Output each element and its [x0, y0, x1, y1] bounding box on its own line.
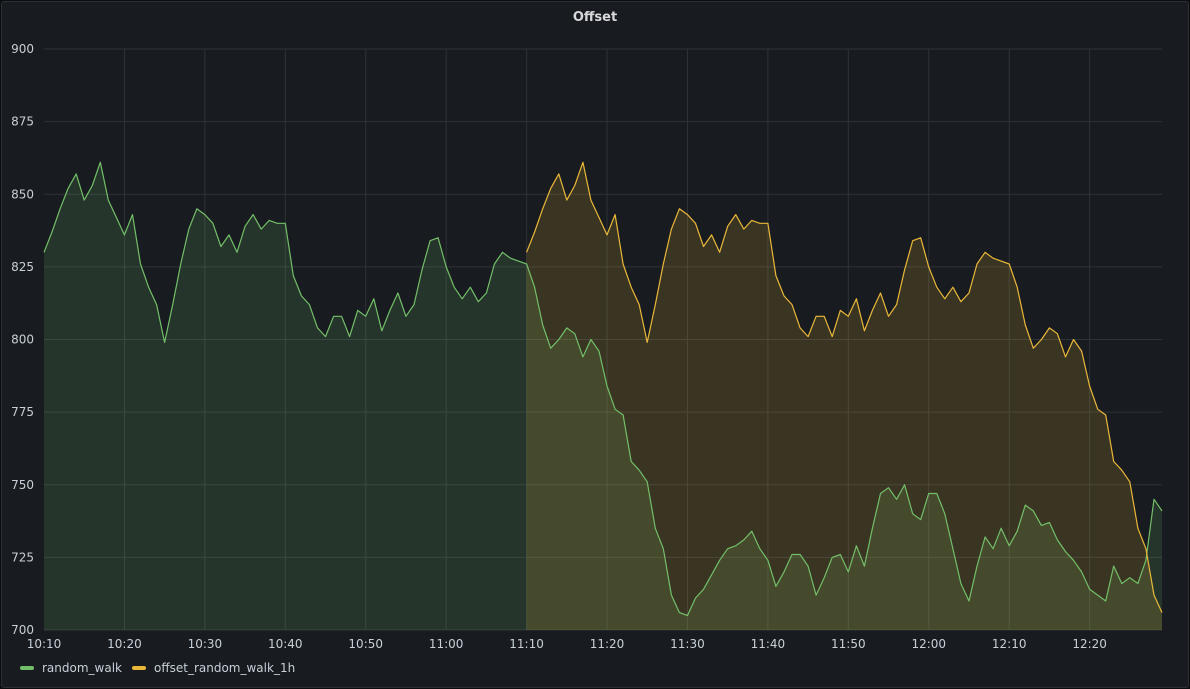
x-tick-label: 10:10: [27, 637, 62, 651]
legend-swatch-random-walk: [20, 666, 34, 670]
x-tick-label: 11:30: [670, 637, 705, 651]
y-tick-label: 775: [11, 405, 34, 419]
y-tick-label: 700: [11, 623, 34, 637]
y-tick-label: 850: [11, 187, 34, 201]
x-axis: 10:10 10:20 10:30 10:40 10:50 11:00 11:10 11:20…: [27, 637, 1107, 651]
x-tick-label: 11:10: [509, 637, 544, 651]
x-tick-label: 11:40: [751, 637, 786, 651]
y-tick-label: 900: [11, 42, 34, 56]
x-tick-label: 11:00: [429, 637, 464, 651]
x-tick-label: 12:10: [992, 637, 1027, 651]
x-tick-label: 11:50: [831, 637, 866, 651]
series-line-offset-random-walk-1h[interactable]: [526, 161, 1163, 613]
legend-label-offset-random-walk-1h: offset_random_walk_1h: [154, 661, 296, 675]
legend-item-random-walk[interactable]: random_walk: [20, 661, 122, 675]
legend-label-random-walk: random_walk: [42, 661, 122, 675]
series-area-offset-random-walk-1h: [526, 162, 1162, 631]
series-areas: [44, 162, 1162, 631]
x-tick-label: 12:00: [911, 637, 946, 651]
y-tick-label: 725: [11, 550, 34, 564]
y-tick-label: 750: [11, 478, 34, 492]
series-lines: [43, 161, 1163, 617]
x-tick-label: 10:20: [107, 637, 142, 651]
y-tick-label: 825: [11, 260, 34, 274]
y-tick-label: 800: [11, 333, 34, 347]
x-tick-label: 12:20: [1072, 637, 1107, 651]
grid: [44, 48, 1162, 631]
series-line-random-walk[interactable]: [43, 161, 1163, 617]
legend-item-offset-random-walk-1h[interactable]: offset_random_walk_1h: [132, 661, 295, 675]
panel-title: Offset: [572, 10, 618, 25]
x-tick-label: 10:50: [348, 637, 383, 651]
x-tick-label: 10:30: [188, 637, 223, 651]
legend: random_walk offset_random_walk_1h: [20, 661, 295, 675]
series-area-random-walk: [44, 162, 1162, 631]
x-tick-label: 10:40: [268, 637, 303, 651]
y-axis: 700 725 750 775 800 825 850 875 900: [11, 42, 34, 637]
x-tick-label: 11:20: [590, 637, 625, 651]
legend-swatch-offset-random-walk-1h: [132, 666, 146, 670]
y-tick-label: 875: [11, 115, 34, 129]
